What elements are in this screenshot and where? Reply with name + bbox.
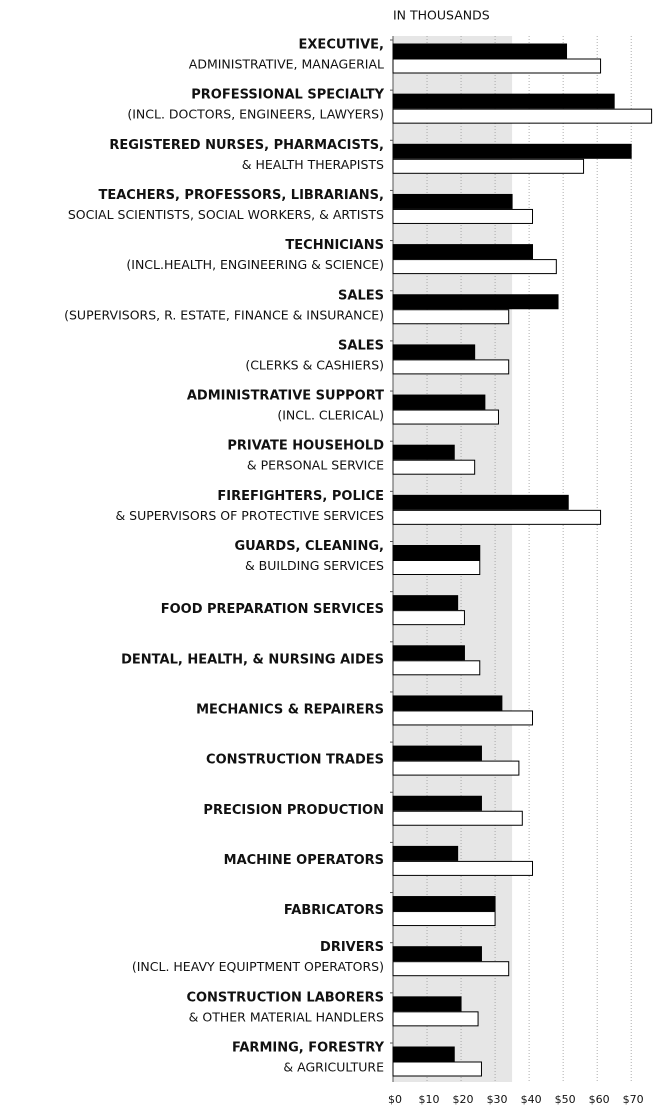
category-label: PRIVATE HOUSEHOLD [227,439,384,454]
category-label: DENTAL, HEALTH, & NURSING AIDES [121,652,384,667]
bar [392,745,482,761]
x-tick-label: $0 [388,1093,402,1106]
category-note: (CLERKS & CASHIERS) [245,357,384,372]
x-tick-label: $20 [453,1093,474,1106]
bar [392,610,465,626]
bar [392,560,481,575]
bar [392,795,482,811]
bar [392,309,510,325]
category-label: FABRICATORS [284,903,384,918]
bar [392,58,602,74]
x-tick-label: $60 [589,1093,610,1106]
bar [392,1011,479,1027]
bar [392,359,510,375]
category-label: TEACHERS, PROFESSORS, LIBRARIANS, [98,188,384,203]
bar [392,193,513,209]
bar [392,961,510,977]
bar [392,93,615,109]
category-note: (INCL. DOCTORS, ENGINEERS, LAWYERS) [127,107,384,122]
x-tick-label: $30 [487,1093,508,1106]
bar [392,409,499,425]
category-label: PROFESSIONAL SPECIALTY [191,88,384,103]
axis-label: IN THOUSANDS [393,8,490,23]
bar [392,208,534,224]
category-note: & AGRICULTURE [283,1060,384,1075]
bar [392,394,486,410]
category-label: DRIVERS [320,940,384,955]
bar [392,344,476,360]
category-label: PRECISION PRODUCTION [203,803,384,818]
category-label: FARMING, FORESTRY [232,1041,385,1056]
bar [392,1046,455,1062]
bar [392,645,465,661]
category-label: SALES [338,338,384,353]
category-label: FIREFIGHTERS, POLICE [217,489,384,504]
bar [392,860,534,876]
bar [392,996,462,1012]
bar [392,1061,482,1077]
bar [392,660,481,676]
category-note: & OTHER MATERIAL HANDLERS [189,1009,384,1024]
bar [392,710,534,726]
bar [392,158,585,174]
category-note: ADMINISTRATIVE, MANAGERIAL [189,57,384,72]
category-label: SALES [338,288,384,303]
category-note: (SUPERVISORS, R. ESTATE, FINANCE & INSUR… [64,307,384,322]
category-note: (INCL. CLERICAL) [277,408,384,423]
category-label: MECHANICS & REPAIRERS [196,702,384,717]
bar [392,760,520,776]
category-note: & BUILDING SERVICES [245,558,384,573]
category-label: FOOD PREPARATION SERVICES [161,602,384,617]
category-label: REGISTERED NURSES, PHARMACISTS, [109,138,384,153]
category-note: & PERSONAL SERVICE [247,458,384,473]
bar [392,459,476,475]
bar [392,545,481,560]
category-note: (INCL.HEALTH, ENGINEERING & SCIENCE) [126,257,384,272]
category-note: (INCL. HEAVY EQUIPTMENT OPERATORS) [132,959,384,974]
x-tick-label: $50 [555,1093,576,1106]
bar [392,259,557,275]
bar [392,946,482,962]
category-note: & SUPERVISORS OF PROTECTIVE SERVICES [115,508,384,523]
category-label: ADMINISTRATIVE SUPPORT [187,389,384,404]
x-tick-label: $70 [623,1093,644,1106]
bar [392,896,496,912]
category-label: EXECUTIVE, [299,38,384,53]
bar [392,294,559,310]
bar [392,845,459,861]
bar [392,494,569,510]
bar [392,595,459,611]
bar [392,108,653,124]
category-label: CONSTRUCTION TRADES [206,753,384,768]
x-tick-label: $10 [419,1093,440,1106]
bar [392,509,602,525]
bar [392,911,496,927]
bar [392,695,503,711]
category-note: & HEALTH THERAPISTS [242,157,384,172]
bar [392,810,523,826]
category-label: MACHINE OPERATORS [224,853,384,868]
category-note: SOCIAL SCIENTISTS, SOCIAL WORKERS, & ART… [68,207,384,222]
bar [392,444,455,460]
bar [392,244,534,260]
x-tick-label: $40 [521,1093,542,1106]
bar [392,143,632,159]
category-label: TECHNICIANS [285,238,384,253]
category-label: GUARDS, CLEANING, [235,539,385,554]
category-label: CONSTRUCTION LABORERS [186,990,384,1005]
bar [392,43,568,59]
